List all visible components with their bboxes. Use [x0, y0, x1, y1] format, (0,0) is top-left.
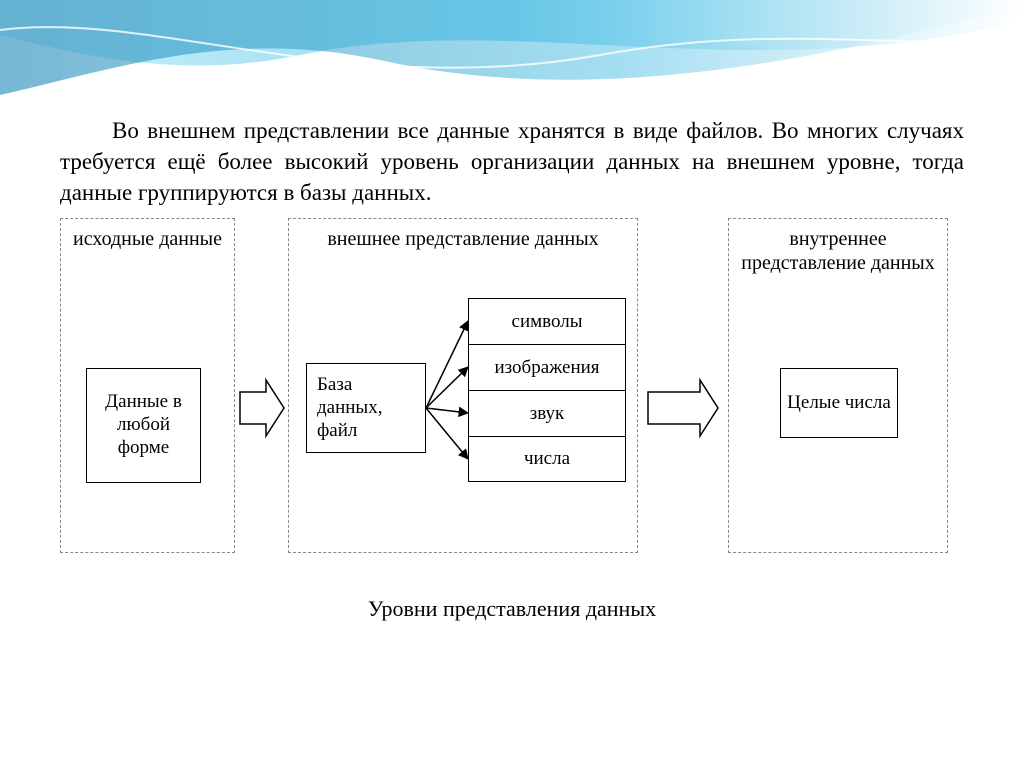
block-arrow-2	[648, 380, 718, 436]
box-internal-label: Целые числа	[787, 392, 891, 415]
box-integers: Целые числа	[780, 368, 898, 438]
cell-symbols: символы	[468, 298, 626, 344]
box-db-label: База данных, файл	[317, 374, 421, 442]
panel-source-title: исходные данные	[61, 219, 234, 257]
data-types-stack: символы изображения звук числа	[468, 298, 626, 482]
box-source-label: Данные в любой форме	[91, 391, 196, 459]
levels-diagram: исходные данные Данные в любой форме вне…	[60, 218, 964, 568]
panel-external-title: внешнее представление данных	[289, 219, 637, 257]
cell-sound: звук	[468, 390, 626, 436]
cell-images: изображения	[468, 344, 626, 390]
diagram-caption: Уровни представления данных	[60, 596, 964, 622]
cell-numbers: числа	[468, 436, 626, 482]
box-database-file: База данных, файл	[306, 363, 426, 453]
intro-paragraph: Во внешнем представлении все данные хран…	[60, 115, 964, 208]
panel-internal-title: внутреннее представление данных	[729, 219, 947, 281]
box-source-data: Данные в любой форме	[86, 368, 201, 483]
block-arrow-1	[240, 380, 284, 436]
